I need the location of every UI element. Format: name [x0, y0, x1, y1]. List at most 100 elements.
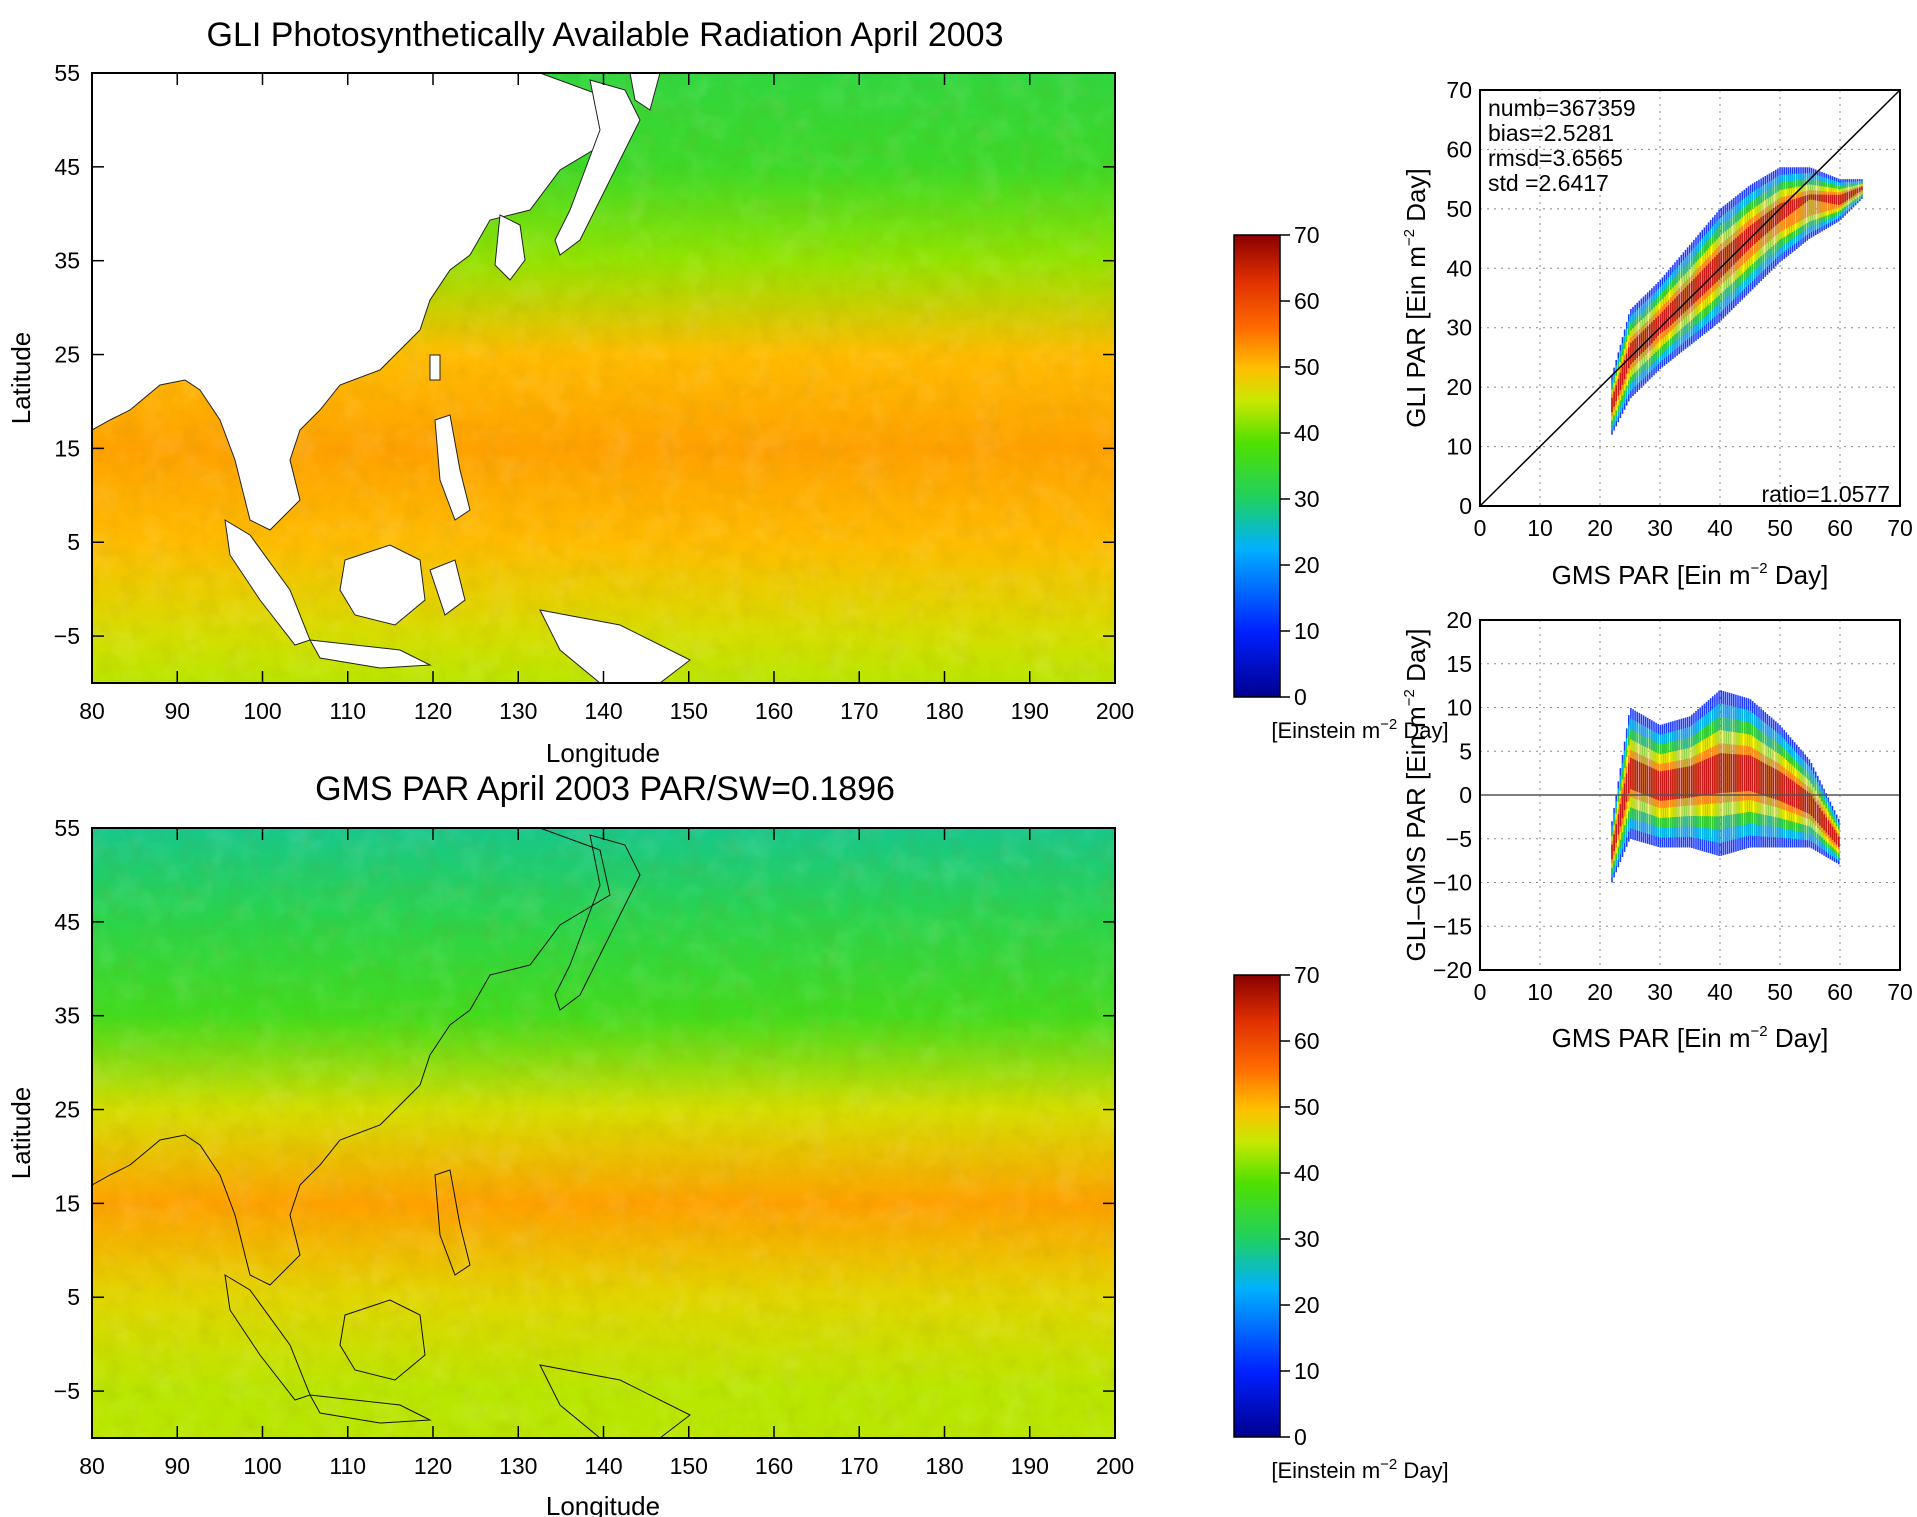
gms-map-title: GMS PAR April 2003 PAR/SW=0.1896	[315, 770, 895, 808]
diff-density	[1611, 690, 1840, 883]
x-tick-label: 0	[1474, 515, 1487, 541]
y-tick-label: 5	[1459, 738, 1472, 764]
stat-bias: bias=2.5281	[1488, 120, 1614, 146]
x-tick-label: 190	[1011, 1453, 1049, 1479]
x-tick-label: 60	[1827, 515, 1853, 541]
asia-coastline	[91, 827, 611, 1286]
gli-map-title: GLI Photosynthetically Available Radiati…	[207, 16, 1004, 54]
y-tick-label: 35	[54, 1003, 80, 1029]
x-tick-label: 110	[329, 1453, 366, 1479]
borneo	[339, 544, 426, 626]
asia-land-mask	[91, 72, 691, 684]
x-tick-label: 20	[1587, 515, 1613, 541]
x-tick-label: 180	[925, 698, 963, 724]
x-tick-label: 160	[755, 698, 793, 724]
x-tick-label: 100	[243, 698, 281, 724]
sumatra-coastline	[224, 1274, 311, 1401]
colorbar-tick-label: 40	[1294, 1160, 1320, 1186]
scatter-xlabel: GMS PAR [Ein m−2 Day]	[1552, 560, 1829, 590]
gms-map-panel: GMS PAR April 2003 PAR/SW=0.1896 80 90 100…	[6, 770, 1449, 1517]
y-tick-label: 5	[67, 1284, 80, 1310]
x-tick-label: 70	[1887, 979, 1913, 1005]
y-tick-label: −15	[1433, 913, 1472, 939]
y-tick-label: −10	[1433, 870, 1472, 896]
x-tick-label: 130	[499, 1453, 537, 1479]
philippines	[434, 414, 471, 521]
gli-colorbar-ticks: 70 60 50 40 30 20 10 0	[1280, 222, 1320, 710]
y-tick-label: 0	[1459, 782, 1472, 808]
x-tick-label: 200	[1096, 1453, 1134, 1479]
java	[309, 639, 432, 669]
y-tick-label: 30	[1446, 315, 1472, 341]
gms-colorbar: 70 60 50 40 30 20 10 0 [Einstein m−2 Day]	[1233, 962, 1449, 1483]
colorbar-tick-label: 60	[1294, 288, 1320, 314]
gli-colorbar-label: [Einstein m−2 Day]	[1271, 716, 1448, 743]
x-tick-label: 40	[1707, 515, 1733, 541]
colorbar-tick-label: 70	[1294, 222, 1320, 248]
y-tick-label: 50	[1446, 196, 1472, 222]
colorbar-tick-label: 30	[1294, 486, 1320, 512]
x-tick-label: 150	[670, 698, 708, 724]
x-tick-label: 50	[1767, 979, 1793, 1005]
y-tick-label: 20	[1446, 374, 1472, 400]
stat-std: std =2.6417	[1488, 170, 1609, 196]
gms-map-axes: 80 90 100 110 120 130 140 150 160 170 180 190 200 55 4…	[54, 815, 1134, 1479]
y-tick-label: 0	[1459, 493, 1472, 519]
x-tick-label: 70	[1887, 515, 1913, 541]
gli-map-axes: 80 90 100 110 120 130 140 150 160 170 180 190 200 55 4…	[54, 60, 1134, 724]
x-tick-label: 60	[1827, 979, 1853, 1005]
y-tick-label: 20	[1446, 607, 1472, 633]
y-tick-label: 45	[54, 909, 80, 935]
gli-xlabel: Longitude	[546, 738, 660, 768]
colorbar-tick-label: 30	[1294, 1226, 1320, 1252]
y-tick-label: 55	[54, 815, 80, 841]
y-tick-label: 40	[1446, 255, 1472, 281]
stat-rmsd: rmsd=3.6565	[1488, 145, 1623, 171]
asia-mainland	[91, 72, 611, 531]
y-tick-label: 55	[54, 60, 80, 86]
y-tick-label: 10	[1446, 434, 1472, 460]
x-tick-label: 0	[1474, 979, 1487, 1005]
y-tick-label: 60	[1446, 136, 1472, 162]
x-tick-label: 50	[1767, 515, 1793, 541]
x-tick-label: 170	[840, 1453, 878, 1479]
y-tick-label: −20	[1433, 957, 1472, 983]
gli-map-panel: GLI Photosynthetically Available Radiati…	[6, 16, 1449, 768]
scatter-density	[1611, 167, 1863, 435]
sumatra	[224, 519, 311, 646]
y-tick-label: 45	[54, 154, 80, 180]
gli-vs-gms-scatter: 0 10 20 30 40 50 60 70 0 10 20 30 40 50 60 70 numb=3673…	[1401, 77, 1913, 590]
x-tick-label: 80	[79, 1453, 105, 1479]
y-tick-label: −5	[54, 1378, 80, 1404]
stat-ratio: ratio=1.0577	[1761, 481, 1890, 507]
y-tick-label: −5	[1446, 826, 1472, 852]
gms-colorbar-ticks: 70 60 50 40 30 20 10 0	[1280, 962, 1320, 1450]
y-tick-label: 25	[54, 1097, 80, 1123]
x-tick-label: 160	[755, 1453, 793, 1479]
borneo-coastline	[339, 1299, 426, 1381]
x-tick-label: 30	[1647, 515, 1673, 541]
gli-colorbar: 70 60 50 40 30 20 10 0 [Einstein m−2 Day]	[1233, 222, 1449, 743]
x-tick-label: 200	[1096, 698, 1134, 724]
gms-colorbar-label: [Einstein m−2 Day]	[1271, 1456, 1448, 1483]
colorbar-tick-label: 70	[1294, 962, 1320, 988]
japan-coastline	[554, 834, 641, 1011]
gms-colorbar-scale	[1233, 974, 1281, 1438]
y-tick-label: −5	[54, 623, 80, 649]
colorbar-tick-label: 20	[1294, 1292, 1320, 1318]
y-tick-label: 15	[54, 1190, 80, 1216]
y-tick-label: 5	[67, 529, 80, 555]
y-tick-label: 25	[54, 342, 80, 368]
japan	[554, 79, 641, 256]
sulawesi	[429, 559, 466, 616]
scatter-axes: 0 10 20 30 40 50 60 70 0 10 20 30 40 50 60 70	[1446, 77, 1912, 541]
scatter-frame	[1479, 89, 1901, 507]
x-tick-label: 40	[1707, 979, 1733, 1005]
y-tick-label: 10	[1446, 695, 1472, 721]
taiwan	[429, 354, 441, 381]
diff-ylabel: GLI–GMS PAR [Ein m−2 Day]	[1401, 628, 1431, 961]
java-coastline	[309, 1394, 432, 1424]
x-tick-label: 110	[329, 698, 366, 724]
